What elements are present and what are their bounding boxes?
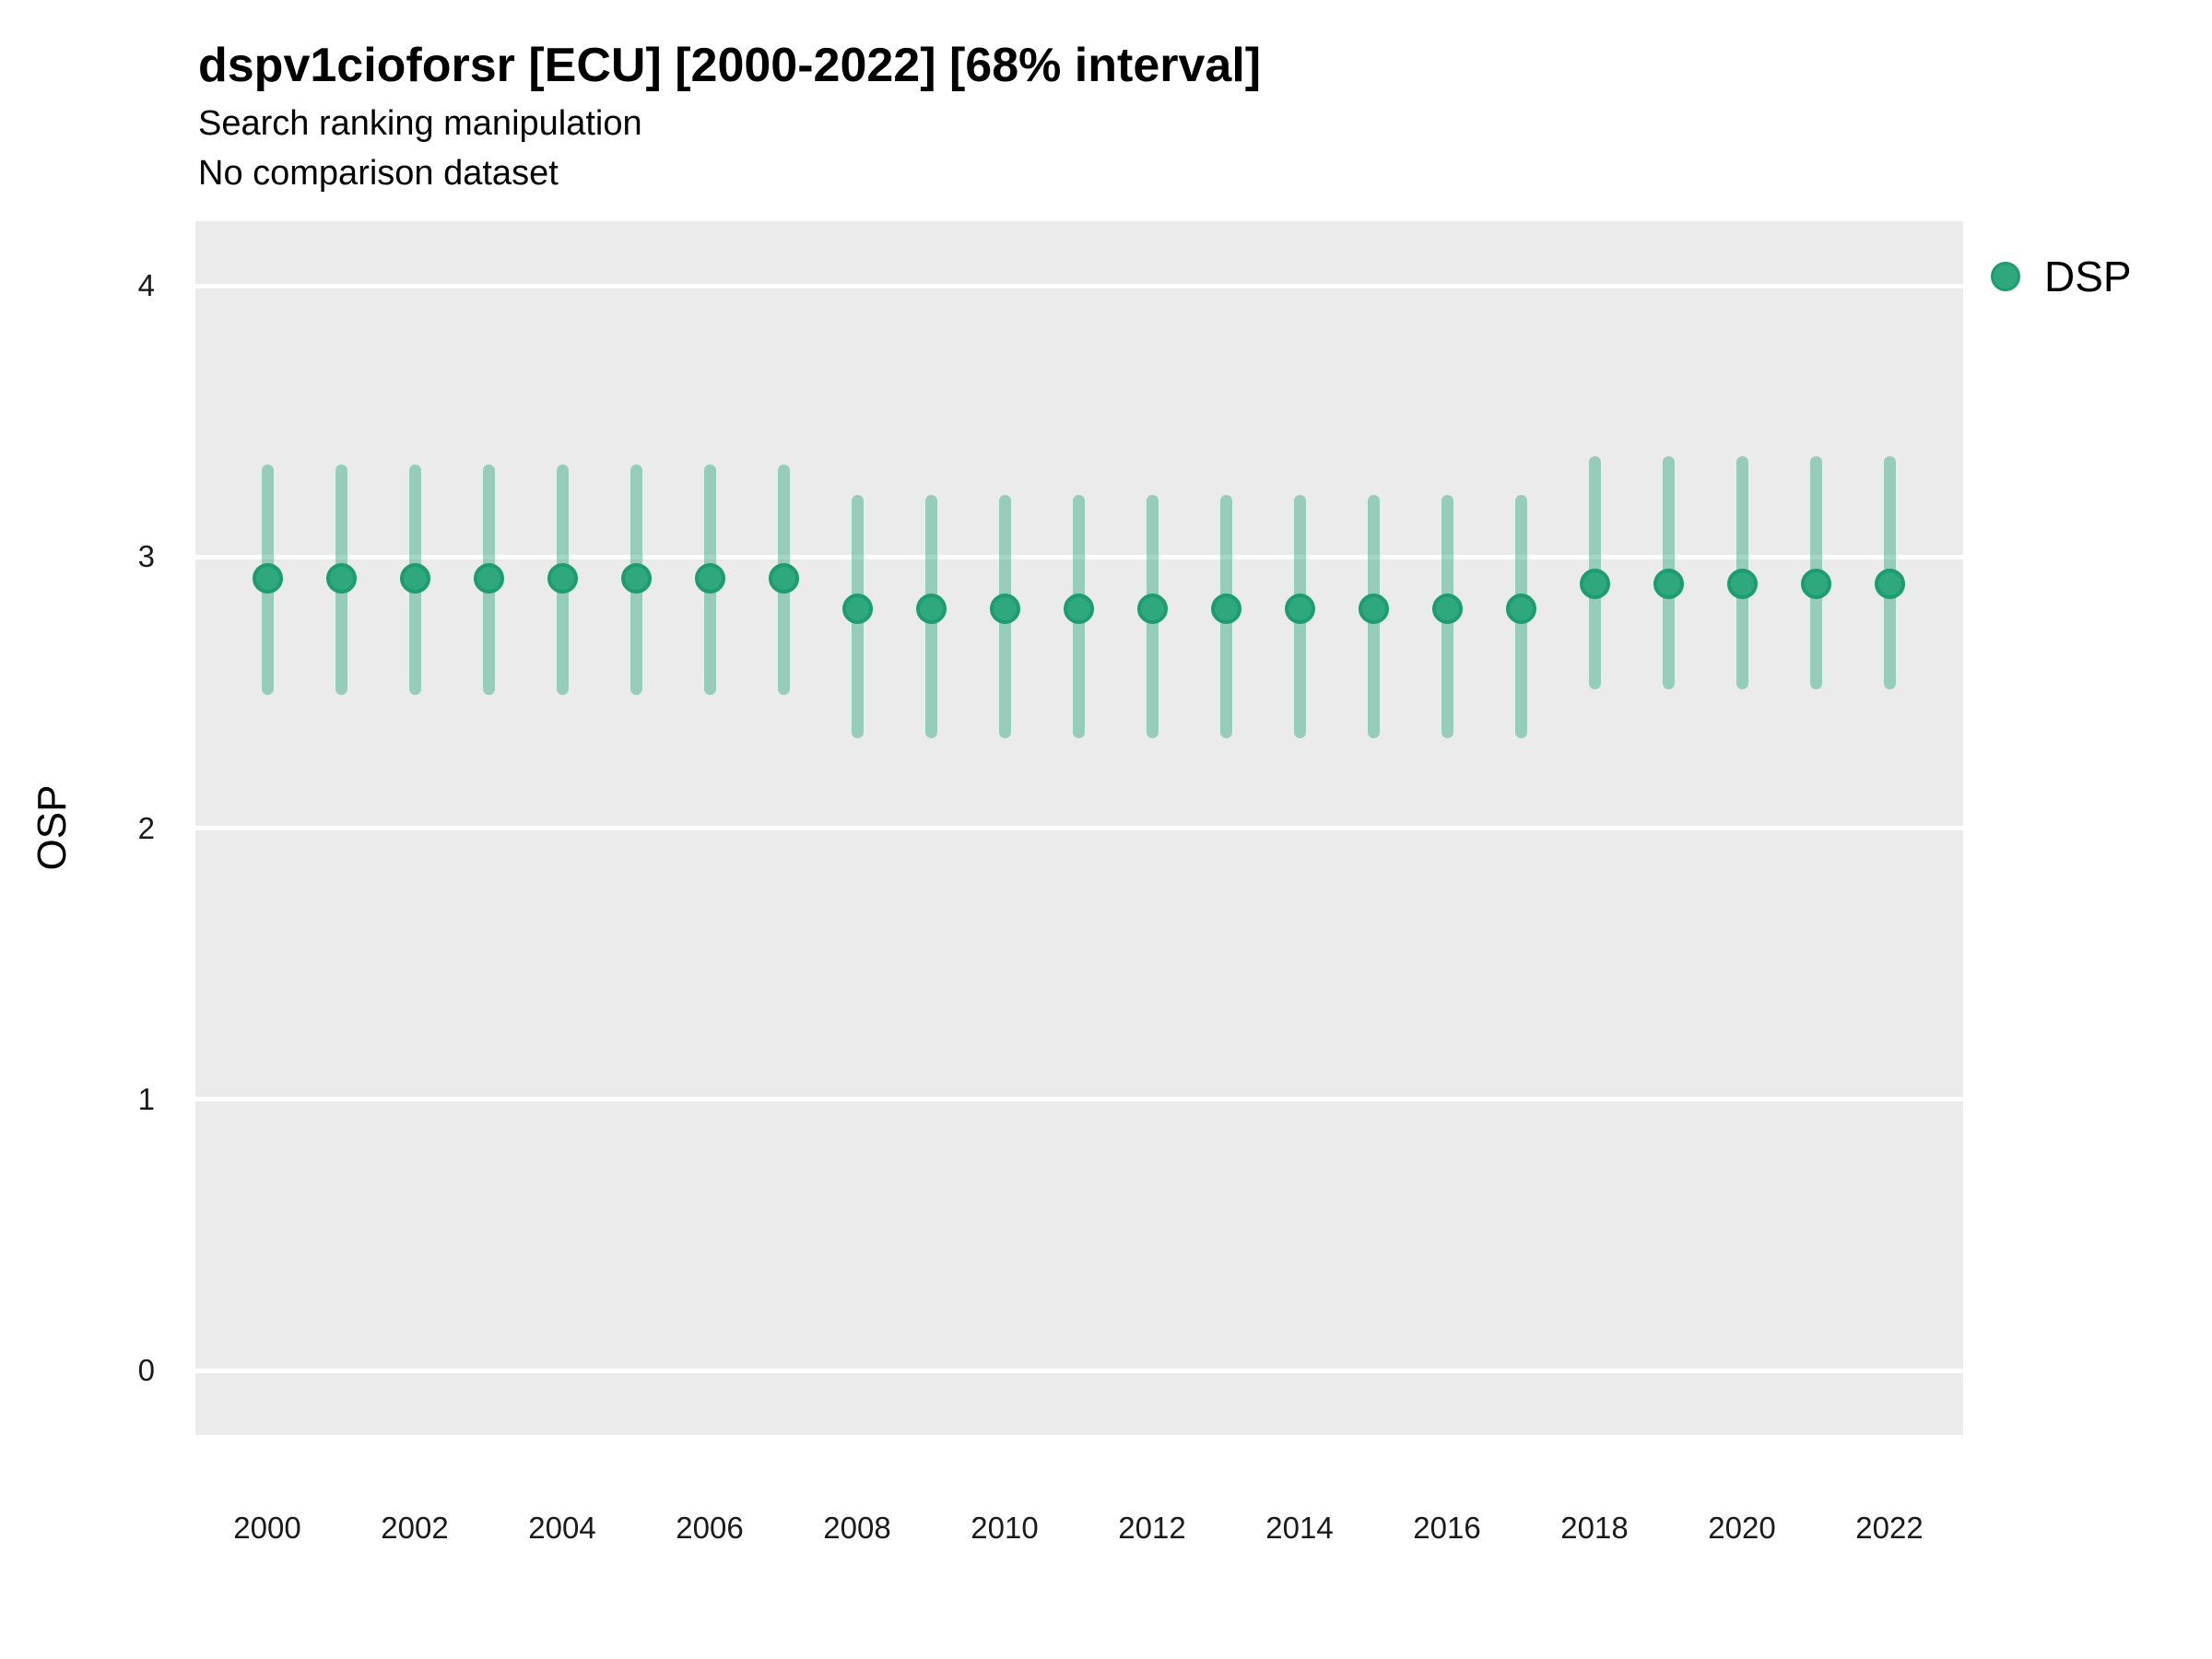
legend-label: DSP [2044,253,2132,300]
data-point-2002 [399,563,430,594]
x-tick-label-2022: 2022 [1855,1511,1924,1545]
chart-subtitle-line2: No comparison dataset [198,154,559,193]
x-tick-label-2014: 2014 [1265,1511,1334,1545]
gridline-y-4 [195,283,1963,288]
data-point-2011 [1063,593,1094,624]
y-tick-label-0: 0 [137,1353,155,1387]
plot-panel [195,221,1963,1435]
data-point-2014 [1284,593,1315,624]
x-tick-label-2016: 2016 [1413,1511,1481,1545]
x-tick-label-2002: 2002 [381,1511,449,1545]
data-point-2006 [694,563,725,594]
x-tick-label-2004: 2004 [528,1511,596,1545]
gridline-y-2 [195,826,1963,830]
legend: DSP [1991,251,2132,302]
gridline-y-1 [195,1097,1963,1102]
y-tick-label-4: 4 [137,268,155,302]
data-point-2005 [620,563,652,594]
data-point-2009 [915,593,947,624]
data-point-2004 [547,563,578,594]
x-tick-label-2012: 2012 [1118,1511,1186,1545]
x-tick-label-2010: 2010 [971,1511,1039,1545]
x-tick-label-2000: 2000 [233,1511,301,1545]
y-tick-label-2: 2 [137,810,155,845]
data-point-2008 [841,593,873,624]
data-point-2012 [1136,593,1168,624]
data-point-2001 [325,563,357,594]
data-point-2010 [989,593,1020,624]
data-point-2018 [1579,569,1610,600]
data-point-2021 [1800,569,1831,600]
x-tick-label-2008: 2008 [823,1511,891,1545]
data-point-2020 [1726,569,1758,600]
data-point-2016 [1431,593,1463,624]
data-point-2000 [252,563,283,594]
data-point-2003 [473,563,504,594]
y-tick-label-3: 3 [137,539,155,574]
data-point-2007 [768,563,799,594]
y-tick-label-1: 1 [137,1081,155,1116]
x-tick-label-2018: 2018 [1560,1511,1629,1545]
data-point-2013 [1210,593,1241,624]
x-tick-label-2020: 2020 [1708,1511,1776,1545]
data-point-2017 [1505,593,1536,624]
gridline-y-0 [195,1368,1963,1373]
chart-title: dspv1cioforsr [ECU] [2000-2022] [68% int… [198,39,1262,92]
x-tick-label-2006: 2006 [676,1511,744,1545]
data-point-2022 [1874,569,1905,600]
data-point-2019 [1653,569,1684,600]
gridline-y-3 [195,554,1963,559]
chart-subtitle-line1: Search ranking manipulation [198,104,642,143]
data-point-2015 [1358,593,1389,624]
legend-marker-dot [1991,262,2020,291]
